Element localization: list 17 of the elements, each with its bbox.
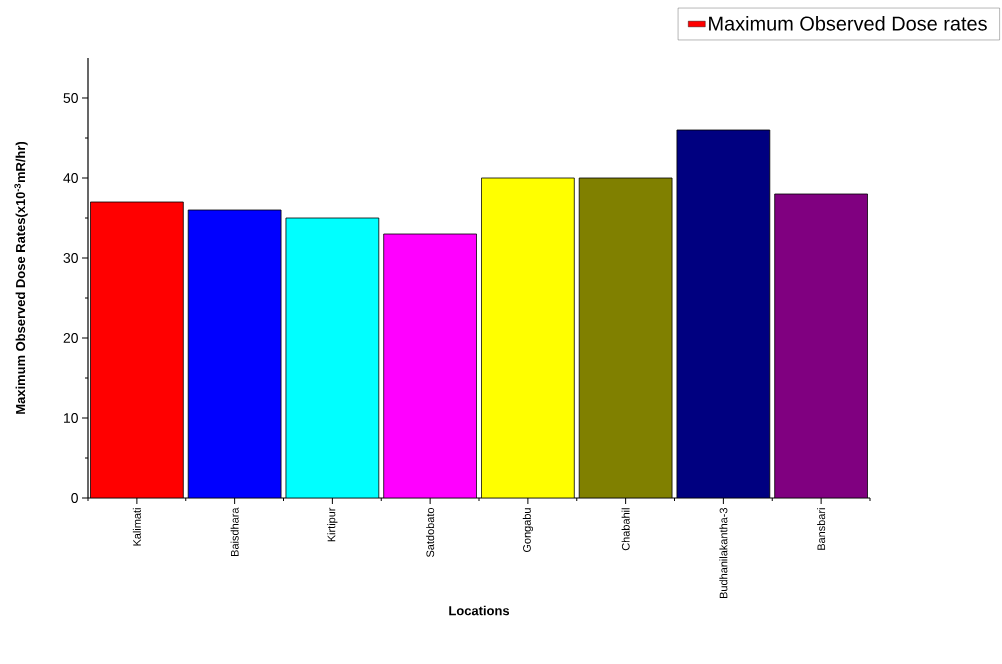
y-tick-label: 20 <box>63 333 78 343</box>
legend-label: Maximum Observed Dose rates <box>709 16 987 31</box>
x-tick-label: Kalimati <box>132 508 141 546</box>
y-tick-label: 40 <box>63 173 78 183</box>
x-tick-label: Budhanilakantha-3 <box>719 508 728 599</box>
y-axis-title: Maximum Observed Dose Rates(x10$^{-3}$mR/hr) <box>14 141 28 414</box>
x-tick-label: Kirtipur <box>327 507 338 542</box>
x-tick-label: Baisdhara <box>230 507 239 556</box>
x-axis-title: Locations <box>449 605 510 616</box>
x-tick-label: Satdobato <box>426 507 435 557</box>
y-tick-label: 50 <box>63 93 78 103</box>
x-tick-label: Bansbari <box>817 508 826 550</box>
y-tick-label: 30 <box>63 253 78 263</box>
y-tick-label: 10 <box>64 413 78 423</box>
x-tick-label: Chabahil <box>621 508 630 551</box>
x-tick-label: Gongabu <box>522 508 533 553</box>
y-tick-label: 0 <box>71 493 78 503</box>
